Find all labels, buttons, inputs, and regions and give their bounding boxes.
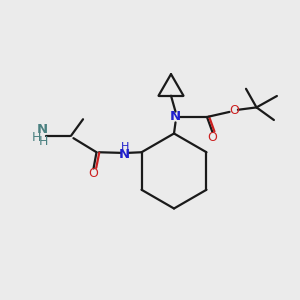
Text: N: N: [170, 110, 181, 124]
Text: H: H: [32, 131, 41, 144]
Text: N: N: [36, 123, 47, 136]
Text: O: O: [229, 104, 239, 117]
Text: O: O: [208, 131, 217, 144]
Text: N: N: [119, 148, 130, 161]
Text: H: H: [121, 142, 129, 152]
Text: H: H: [38, 135, 48, 148]
Text: O: O: [88, 167, 98, 180]
